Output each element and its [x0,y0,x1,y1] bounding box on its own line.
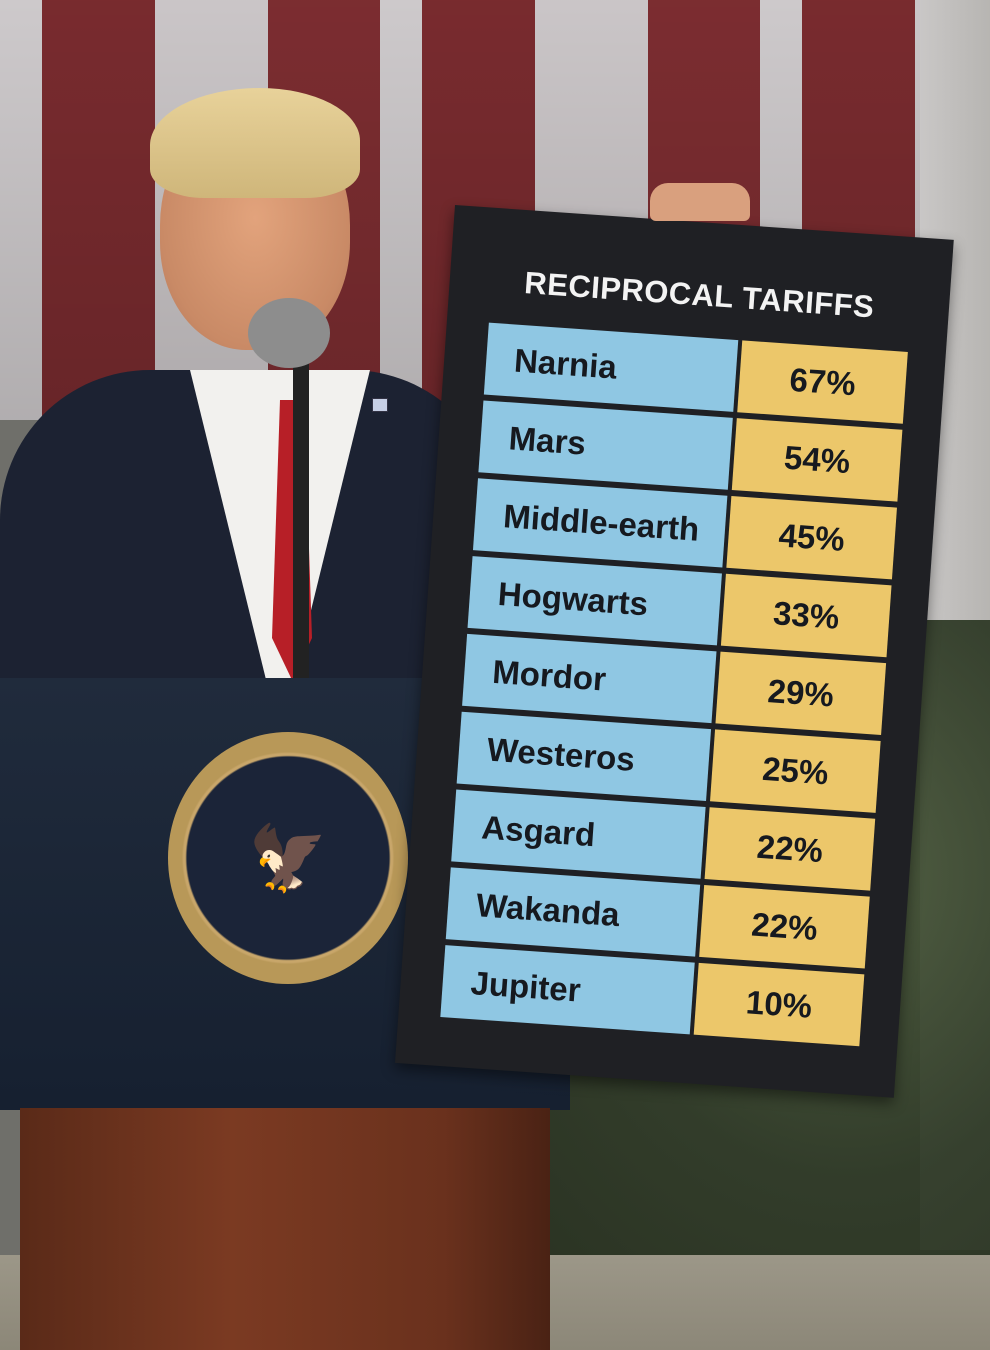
presidential-seal: 🦅 [168,732,408,984]
tariff-cell: 22% [704,807,876,891]
country-cell: Asgard [451,789,706,879]
country-cell: Westeros [456,711,712,801]
country-cell: Jupiter [440,945,695,1035]
eagle-icon: 🦅 [248,821,328,894]
tariff-cell: 33% [720,573,892,658]
tariff-cell: 10% [693,962,865,1047]
microphone-stand [293,360,309,690]
tariff-cell: 25% [710,729,881,813]
tariff-sign: RECIPROCAL TARIFFS Narnia 67% Mars 54% M… [395,205,954,1098]
country-cell: Middle-earth [472,478,728,568]
tariff-cell: 54% [731,418,903,502]
country-cell: Mordor [462,633,717,724]
microphone-icon [248,298,330,368]
tariff-cell: 67% [737,340,908,424]
speaker-hair [150,88,360,198]
country-cell: Hogwarts [467,556,722,646]
country-cell: Wakanda [445,867,701,957]
tariff-cell: 22% [699,885,870,969]
country-cell: Mars [478,400,733,490]
tariff-table: Narnia 67% Mars 54% Middle-earth 45% Hog… [440,322,908,1053]
hand-holding-sign [650,183,750,221]
sign-title: RECIPROCAL TARIFFS [523,265,876,325]
country-cell: Narnia [483,322,739,412]
flag-lapel-pin-icon [372,398,388,412]
tariff-cell: 45% [726,495,897,580]
speaker [0,70,520,790]
podium-wood-base [20,1108,550,1350]
tariff-cell: 29% [715,651,887,736]
